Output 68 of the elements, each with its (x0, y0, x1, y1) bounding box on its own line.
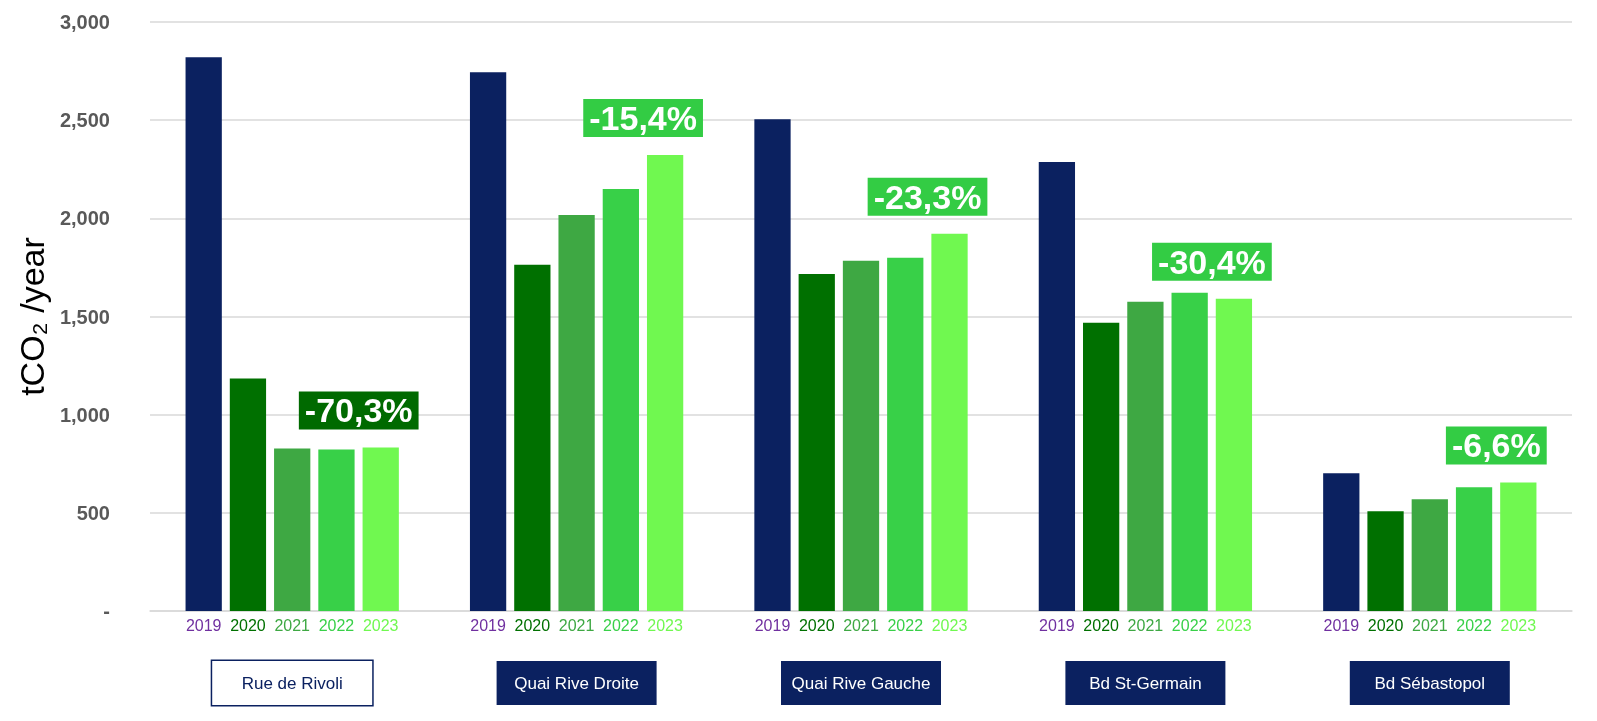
annotation: -70,3% (304, 391, 413, 430)
text: 2020 (514, 616, 551, 634)
text: 2023 (1216, 616, 1252, 634)
y-axis-title: tCO₂ /year (13, 237, 52, 396)
text: 2022 (603, 616, 639, 634)
text: 2022 (1456, 616, 1492, 634)
text: 2021 (558, 616, 595, 634)
series-label: 2020 (230, 616, 266, 634)
bar (798, 273, 835, 611)
bar (931, 233, 968, 611)
y-tick-label: 2,000 (59, 207, 110, 230)
text: 2021 (1127, 616, 1164, 634)
bar (229, 378, 267, 611)
bar (362, 447, 399, 611)
x-tick-label: Bd St-Germain (1089, 673, 1202, 693)
text: 2023 (1500, 616, 1537, 634)
series-label: 2019 (185, 616, 222, 634)
bar (1083, 322, 1120, 611)
text: 2020 (798, 616, 835, 634)
annotation: -30,4% (1158, 242, 1266, 281)
bar (1215, 298, 1253, 611)
text: 2020 (1083, 616, 1119, 634)
text: 2020 (1367, 616, 1404, 634)
text: 2021 (843, 616, 879, 634)
bar (514, 264, 551, 611)
bar (318, 449, 355, 611)
bar (842, 260, 880, 611)
bar (1455, 487, 1493, 611)
series-label: 2021 (274, 616, 311, 634)
bar (1038, 161, 1076, 611)
text: 2023 (647, 616, 683, 634)
text: 2023 (931, 616, 968, 634)
y-tick-label: 1,500 (59, 305, 110, 328)
y-tick-label: 500 (76, 501, 110, 524)
annotation: -15,4% (589, 99, 697, 138)
series-label: 2023 (362, 616, 399, 634)
annotation: -6,6% (1451, 426, 1541, 465)
bar (185, 57, 222, 611)
bar (754, 119, 791, 611)
x-tick-label: Quai Rive Gauche (791, 673, 931, 693)
bar (1127, 301, 1164, 611)
text: 2019 (1039, 616, 1075, 634)
y-tick-label: 3,000 (59, 11, 110, 33)
bar (887, 257, 924, 611)
series-label: 2022 (318, 616, 355, 634)
bar (1500, 482, 1537, 611)
text: 2019 (1323, 616, 1360, 634)
text: 2021 (1412, 616, 1448, 634)
text: 2019 (470, 616, 506, 634)
y-tick-label: - (103, 600, 110, 622)
x-tick-label: Rue de Rivoli (241, 673, 343, 693)
y-tick-label: 2,500 (59, 109, 110, 132)
bar (1323, 473, 1360, 611)
annotation: -23,3% (873, 177, 982, 216)
x-tick-label: Quai Rive Droite (514, 673, 639, 693)
y-tick-label: 1,000 (59, 403, 110, 426)
bar (469, 72, 507, 611)
x-tick-label: Bd Sébastopol (1374, 673, 1486, 693)
text: 2022 (1171, 616, 1208, 634)
bar (646, 155, 684, 611)
bar (1411, 499, 1448, 611)
text: 2019 (754, 616, 791, 634)
bar (602, 189, 639, 611)
bar (1367, 511, 1404, 611)
bar (274, 448, 311, 611)
bar (558, 215, 595, 611)
bar (1171, 292, 1208, 611)
text: 2022 (887, 616, 924, 634)
